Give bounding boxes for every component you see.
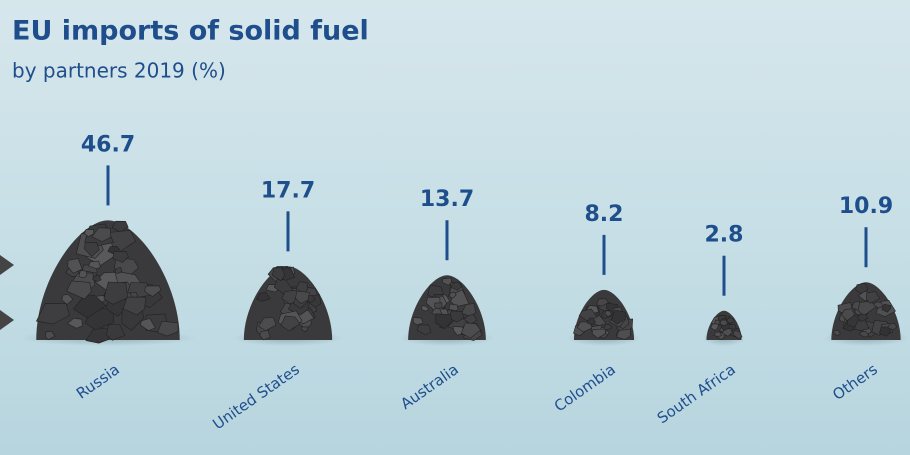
coal-chunk — [112, 251, 129, 263]
coal-chunk — [858, 331, 870, 338]
coal-chunk — [881, 303, 892, 313]
nav-arrow — [0, 255, 14, 275]
coal-chunk — [301, 326, 309, 333]
value-label: 8.2 — [585, 202, 624, 227]
coal-chunk — [866, 291, 881, 304]
coal-chunk — [586, 317, 596, 326]
coal-chunk — [596, 298, 609, 307]
coal-chunk — [72, 294, 107, 319]
coal-chunk — [295, 290, 310, 304]
coal-chunk — [853, 318, 870, 331]
coal-chunk — [726, 317, 735, 324]
coal-chunk — [84, 241, 100, 257]
coal-chunk — [66, 280, 92, 300]
coal-chunk — [61, 293, 74, 305]
coal-chunk — [710, 323, 719, 331]
coal-chunk — [35, 303, 70, 325]
coal-chunk — [84, 229, 95, 237]
coal-chunk — [92, 274, 102, 283]
coal-chunk — [435, 313, 453, 330]
coal-chunk — [122, 296, 147, 316]
coal-chunk — [157, 320, 179, 337]
coal-chunk — [604, 310, 613, 317]
coal-chunk — [448, 291, 457, 299]
coal-chunk — [103, 281, 129, 305]
coal-chunk — [271, 266, 286, 282]
coal-chunk — [857, 313, 869, 322]
coal-chunk — [833, 329, 841, 337]
coal-chunks — [833, 282, 898, 338]
coal-chunk — [88, 260, 101, 270]
coal-chunk — [841, 308, 855, 321]
coal-chunk — [255, 291, 271, 302]
coal-chunk — [448, 303, 459, 312]
coal-chunk — [591, 328, 606, 339]
coal-chunk — [879, 326, 892, 337]
coal-chunk — [434, 302, 443, 310]
coal-chunk — [887, 322, 898, 331]
value-label: 13.7 — [420, 187, 474, 212]
nav-arrow — [0, 310, 14, 330]
coal-chunks — [35, 220, 179, 344]
coal-chunk — [611, 309, 626, 325]
coal-chunks — [573, 298, 634, 340]
coal-chunk — [732, 330, 743, 340]
coal-chunk — [603, 323, 613, 331]
coal-chunk — [114, 266, 123, 274]
chart-title: EU imports of solid fuel — [12, 16, 369, 47]
value-label: 17.7 — [261, 178, 315, 203]
coal-chunk — [67, 258, 83, 274]
coal-chunk — [44, 330, 56, 341]
coal-chunk — [259, 329, 271, 341]
coal-chunk — [616, 328, 631, 340]
coal-chunk — [416, 324, 432, 335]
coal-chunk — [441, 277, 452, 286]
coal-chunk — [713, 331, 722, 338]
coal-chunk — [106, 324, 126, 341]
value-label: 46.7 — [81, 132, 135, 157]
coal-chunk — [460, 322, 482, 339]
coal-chunk — [448, 310, 465, 323]
coal-chunk — [421, 305, 430, 312]
coal-chunks — [255, 266, 322, 341]
coal-chunk — [78, 270, 88, 279]
coal-chunk — [91, 227, 112, 242]
value-label: 10.9 — [839, 194, 893, 219]
coal-chunk — [66, 317, 83, 329]
coal-chunks — [710, 315, 743, 340]
coal-chunk — [872, 301, 884, 309]
coal-chunk — [144, 285, 162, 297]
value-label: 2.8 — [705, 223, 744, 248]
coal-chunk — [280, 315, 301, 332]
coal-chunk — [449, 281, 463, 291]
coal-chunks — [412, 277, 483, 341]
chart-subtitle: by partners 2019 (%) — [12, 59, 226, 83]
coal-chunk — [140, 318, 156, 331]
coal-chunk — [258, 316, 277, 332]
coal-chunk — [412, 317, 424, 326]
